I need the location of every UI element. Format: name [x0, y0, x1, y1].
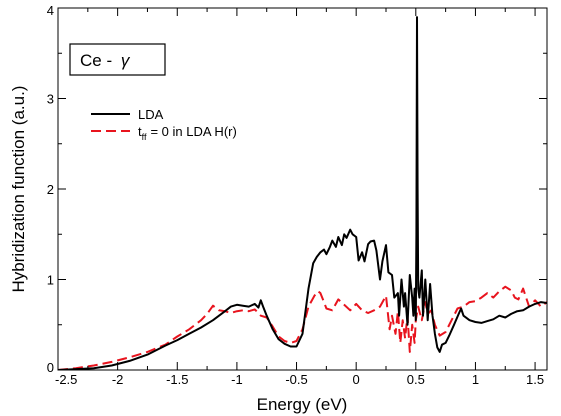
legend-label-tff0-main: t: [138, 124, 142, 139]
y-tick-label: 4: [47, 3, 54, 18]
series-line-tff0: [58, 285, 547, 370]
x-tick-label: -1: [231, 372, 243, 387]
x-tick-label: -0.5: [285, 372, 307, 387]
x-tick-label: 0.5: [407, 372, 425, 387]
annotation-symbol: γ: [121, 51, 131, 70]
legend: LDA tff = 0 in LDA H(r): [91, 107, 237, 142]
y-tick-label: 3: [47, 92, 54, 107]
annotation-text: Ce - γ: [80, 51, 131, 70]
legend-label-tff0: tff = 0 in LDA H(r): [138, 124, 237, 142]
y-tick-label: 1: [47, 273, 54, 288]
x-tick-label: -1.5: [166, 372, 188, 387]
x-tick-label: 1.5: [526, 372, 544, 387]
x-tick-label: -2.5: [55, 372, 77, 387]
x-tick-label: -2: [112, 372, 124, 387]
x-tick-label: 1: [472, 372, 479, 387]
annotation-box: [69, 43, 166, 76]
y-tick-label: 0: [47, 360, 54, 375]
legend-label-lda: LDA: [138, 107, 164, 122]
x-axis-title: Energy (eV): [257, 395, 348, 414]
x-tick-label: 0: [353, 372, 360, 387]
legend-label-tff0-suffix: = 0 in LDA H(r): [150, 124, 236, 139]
annotation-prefix: Ce -: [80, 51, 117, 70]
y-axis-title: Hybridization function (a.u.): [9, 86, 28, 293]
y-tick-label: 2: [47, 182, 54, 197]
series-line-lda: [58, 16, 547, 370]
legend-label-tff0-sub: ff: [142, 132, 147, 142]
